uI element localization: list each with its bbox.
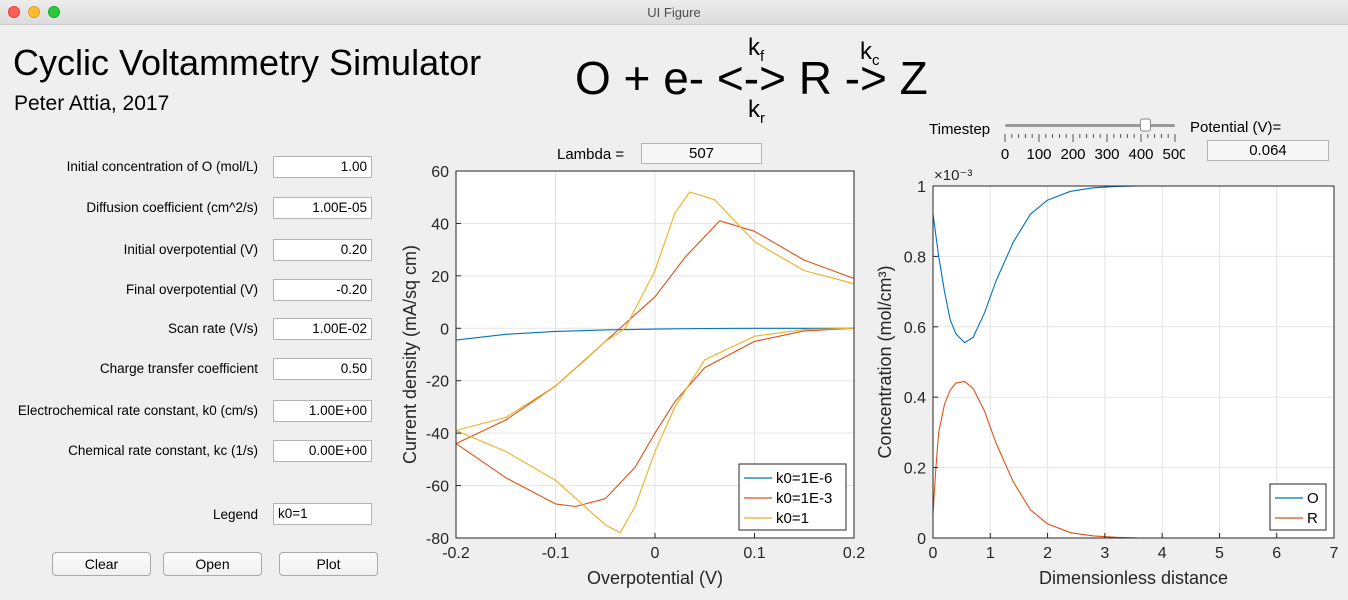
close-window-button[interactable] xyxy=(8,6,20,18)
param-label-final-overpotential: Final overpotential (V) xyxy=(125,282,258,297)
legend-label: Legend xyxy=(212,507,258,522)
x-tick-label: 5 xyxy=(1215,545,1224,562)
series-line-k0=1E-6 xyxy=(455,327,854,341)
y-tick-label: -20 xyxy=(426,374,449,391)
legend-entry: k0=1 xyxy=(776,510,809,527)
slider-tick-label: 500 xyxy=(1162,146,1185,163)
legend-entry: R xyxy=(1307,510,1318,527)
y-tick-label: 0 xyxy=(917,531,926,548)
kf-label: kf xyxy=(748,34,765,65)
timestep-label: Timestep xyxy=(929,121,991,138)
param-label-k0: Electrochemical rate constant, k0 (cm/s) xyxy=(17,403,258,418)
x-tick-label: 2 xyxy=(1043,545,1052,562)
x-tick-label: -0.1 xyxy=(542,545,570,562)
y-tick-label: 0.2 xyxy=(904,461,926,478)
x-tick-label: 1 xyxy=(986,545,995,562)
x-tick-label: 6 xyxy=(1272,545,1281,562)
k0-input[interactable]: 1.00E+00 xyxy=(273,400,372,422)
slider-tick-label: 300 xyxy=(1094,146,1119,163)
x-tick-label: 3 xyxy=(1100,545,1109,562)
legend-box xyxy=(1269,483,1327,531)
y-tick-label: 60 xyxy=(431,164,449,181)
kc-input[interactable]: 0.00E+00 xyxy=(273,440,372,462)
reaction-equation: O + e- <-> R -> Z xyxy=(575,52,928,104)
plot-area xyxy=(933,186,1334,538)
param-label-kc: Chemical rate constant, kc (1/s) xyxy=(68,443,258,458)
y-tick-label: 20 xyxy=(431,269,449,286)
initial-overpotential-input[interactable]: 0.20 xyxy=(273,239,372,261)
lambda-field: 507 xyxy=(641,143,762,164)
y-tick-label: 40 xyxy=(431,216,449,233)
x-tick-label: -0.2 xyxy=(442,545,470,562)
legend-input[interactable]: k0=1 xyxy=(273,503,372,525)
legend-entry: k0=1E-3 xyxy=(776,490,832,507)
charge-transfer-input[interactable]: 0.50 xyxy=(273,358,372,380)
y-tick-label: 0.8 xyxy=(904,249,926,266)
x-axis-label: Dimensionless distance xyxy=(1039,568,1228,588)
potential-label: Potential (V)= xyxy=(1190,119,1282,136)
lambda-label: Lambda = xyxy=(557,146,625,163)
y-tick-label: -80 xyxy=(426,531,449,548)
param-label-initial-overpotential: Initial overpotential (V) xyxy=(123,242,258,257)
x-tick-label: 0.2 xyxy=(843,545,865,562)
x-axis-label: Overpotential (V) xyxy=(587,568,723,588)
param-label-initial-concentration: Initial concentration of O (mol/L) xyxy=(66,159,258,174)
slider-tick-label: 0 xyxy=(1001,146,1009,163)
kr-label: kr xyxy=(748,96,765,127)
slider-track xyxy=(1005,124,1175,127)
cv-chart: -0.2 -0.1 0 0.1 0.2 -80 -60 -40 -20 0 20 40 60 Overpo… xyxy=(400,164,865,588)
open-button[interactable]: Open xyxy=(163,552,262,576)
window-title: UI Figure xyxy=(647,5,701,20)
app-author: Peter Attia, 2017 xyxy=(14,92,170,115)
y-tick-label: 0.6 xyxy=(904,320,926,337)
y-tick-label: 1 xyxy=(917,179,926,196)
plot-button[interactable]: Plot xyxy=(279,552,378,576)
param-label-charge-transfer: Charge transfer coefficient xyxy=(99,361,258,376)
x-tick-label: 4 xyxy=(1158,545,1167,562)
slider-handle[interactable] xyxy=(1139,118,1151,132)
x-tick-label: 0.1 xyxy=(743,545,765,562)
app-title: Cyclic Voltammetry Simulator xyxy=(13,42,482,83)
x-tick-label: 0 xyxy=(651,545,660,562)
y-axis-label: Current density (mA/sq cm) xyxy=(400,245,420,464)
y-tick-label: 0 xyxy=(440,321,449,338)
y-tick-label: 0.4 xyxy=(904,390,926,407)
legend-box xyxy=(738,463,847,531)
y-tick-label: -40 xyxy=(426,426,449,443)
slider-tick-label: 100 xyxy=(1026,146,1051,163)
kc-label: kc xyxy=(860,38,880,69)
maximize-window-button[interactable] xyxy=(48,6,60,18)
initial-concentration-input[interactable]: 1.00 xyxy=(273,156,372,178)
axes-box xyxy=(932,185,1335,539)
y-axis-label: Concentration (mol/cm³) xyxy=(875,265,895,458)
concentration-chart: 0 1 2 3 4 5 6 7 0 0.2 0.4 0.6 0.8 1 Dimensionless dist… xyxy=(875,167,1339,588)
x-tick-label: 7 xyxy=(1330,545,1339,562)
potential-field: 0.064 xyxy=(1207,140,1329,161)
legend-entry: k0=1E-6 xyxy=(776,470,832,487)
final-overpotential-input[interactable]: -0.20 xyxy=(273,279,372,301)
slider-tick-label: 400 xyxy=(1128,146,1153,163)
scan-rate-input[interactable]: 1.00E-02 xyxy=(273,318,372,340)
series-line-k0=1E-3 xyxy=(455,220,855,508)
param-label-scan-rate: Scan rate (V/s) xyxy=(167,321,258,336)
y-tick-label: -60 xyxy=(426,479,449,496)
legend-entry: O xyxy=(1307,490,1319,507)
window-titlebar: UI Figure xyxy=(0,0,1348,25)
slider-tick-label: 200 xyxy=(1060,146,1085,163)
param-label-diffusion-coefficient: Diffusion coefficient (cm^2/s) xyxy=(86,200,258,215)
x-tick-label: 0 xyxy=(929,545,938,562)
y-exponent-label: ×10⁻³ xyxy=(934,167,972,184)
diffusion-coefficient-input[interactable]: 1.00E-05 xyxy=(273,197,372,219)
timestep-slider[interactable]: 0 100 200 300 400 500 xyxy=(995,116,1185,164)
minimize-window-button[interactable] xyxy=(28,6,40,18)
clear-button[interactable]: Clear xyxy=(52,552,151,576)
